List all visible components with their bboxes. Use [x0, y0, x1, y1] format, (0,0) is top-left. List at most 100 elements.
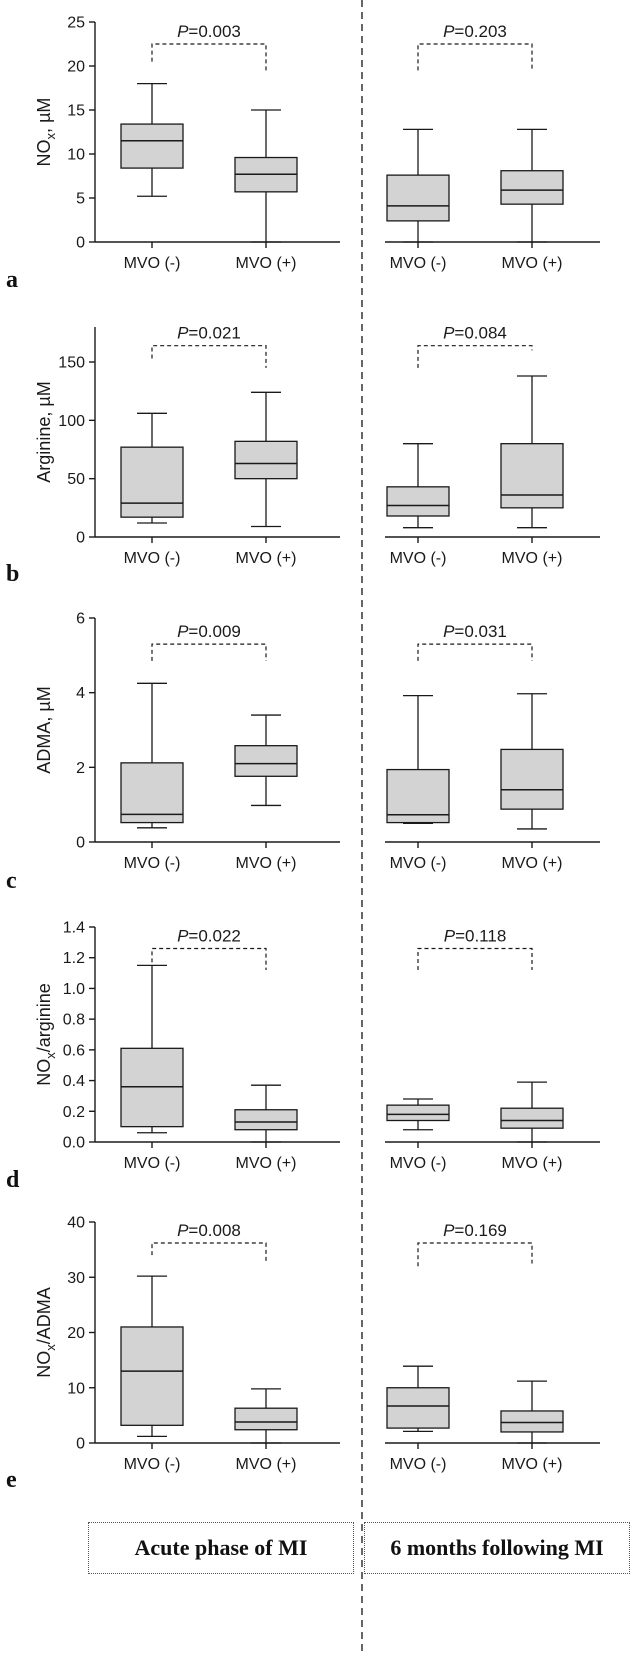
- panel-c-x-tick-label: MVO (-): [390, 855, 447, 872]
- pvalue-number: =0.008: [188, 1221, 240, 1240]
- panel-b-box-3: [386, 443, 450, 529]
- bracket-line: [151, 1242, 267, 1264]
- panel-d-y-tick-label: 1.0: [63, 981, 85, 998]
- panel-a-x-tick-label: MVO (+): [502, 255, 563, 272]
- panel-a-y-axis-label-main: NO: [34, 139, 54, 166]
- panel-a-x-tick-label: MVO (-): [390, 255, 447, 272]
- panel-d-y-tick-label: 0.8: [63, 1012, 85, 1029]
- iqr-box: [386, 768, 450, 824]
- iqr-box: [386, 486, 450, 517]
- panel-a-y-tick-label: 15: [67, 103, 85, 120]
- panel-a-x-tick-label: MVO (-): [124, 255, 181, 272]
- bracket-line: [417, 947, 533, 970]
- panel-e-y-tick-label: 30: [67, 1270, 85, 1287]
- panel-e-y-axis-label-main: NO: [34, 1351, 54, 1378]
- panel-e-y-tick-label: 0: [76, 1436, 85, 1453]
- panel-a-pvalue-bracket-2: P=0.203: [417, 22, 533, 71]
- panel-b-letter: b: [6, 561, 19, 587]
- bracket-line: [151, 345, 267, 368]
- bracket-line: [151, 43, 267, 71]
- panel-a-letter: a: [6, 267, 18, 293]
- pvalue-label: P=0.003: [177, 22, 241, 41]
- panel-c-y-tick-label: 0: [76, 835, 85, 852]
- panel-d-y-tick-label: 1.2: [63, 950, 85, 967]
- pvalue-number: =0.118: [455, 927, 506, 946]
- pvalue-number: =0.203: [454, 22, 506, 41]
- bracket-line: [417, 643, 533, 661]
- pvalue-label: P=0.203: [443, 22, 507, 41]
- bracket-line: [151, 947, 267, 970]
- panel-c-y-axis-label: ADMA, µM: [34, 686, 54, 773]
- panel-e-pvalue-bracket-1: P=0.008: [151, 1221, 267, 1264]
- panel-e-box-2: [234, 1388, 298, 1444]
- pvalue-label: P=0.084: [443, 324, 507, 343]
- panel-a-y-tick-label: 0: [76, 235, 85, 252]
- panel-e-y-axis-label-subscript: x: [43, 1344, 58, 1351]
- panel-b-y-tick-label: 150: [58, 355, 85, 372]
- panel-c-box-4: [500, 693, 564, 830]
- iqr-box: [234, 1109, 298, 1131]
- panel-d-y-tick-label: 0.4: [63, 1073, 85, 1090]
- panel-d-group: 0.0 0.2 0.4 0.6 0.8 1.0 1.2 1.4 NOx/arginine MVO …: [6, 920, 600, 1193]
- panel-e-y-tick-label: 20: [67, 1325, 85, 1342]
- panel-e-pvalue-bracket-2: P=0.169: [417, 1221, 533, 1267]
- bracket-line: [417, 43, 533, 71]
- panel-d-x-tick-label: MVO (+): [236, 1155, 297, 1172]
- pvalue-label: P=0.021: [177, 324, 241, 343]
- pvalue-italic-p: P: [177, 1221, 189, 1240]
- footer-acute-phase-label: Acute phase of MI: [134, 1535, 308, 1560]
- panel-d-y-tick-label: 0.6: [63, 1042, 85, 1059]
- panel-c-x-tick-label: MVO (-): [124, 855, 181, 872]
- panel-a-y-tick-label: 10: [67, 147, 85, 164]
- panel-c-y-axis-label-main: ADMA, µM: [34, 686, 54, 773]
- pvalue-number: =0.009: [188, 622, 240, 641]
- panel-b-box-4: [500, 375, 564, 529]
- panel-e-y-axis-label: NOx/ADMA: [34, 1287, 58, 1378]
- panel-a-box-1: [120, 82, 184, 197]
- pvalue-label: P=0.031: [443, 622, 507, 641]
- pvalue-number: =0.169: [454, 1221, 506, 1240]
- iqr-box: [120, 1047, 184, 1128]
- pvalue-number: =0.031: [454, 622, 506, 641]
- panel-c-x-tick-label: MVO (+): [236, 855, 297, 872]
- panel-d-y-axis-label: NOx/arginine: [34, 983, 58, 1086]
- panel-e-x-tick-label: MVO (+): [236, 1456, 297, 1473]
- panel-a-y-axis-label-subscript: x: [43, 132, 58, 139]
- panel-c-pvalue-bracket-2: P=0.031: [417, 622, 533, 661]
- panel-e-y-tick-label: 10: [67, 1380, 85, 1397]
- panel-b-x-tick-label: MVO (+): [502, 550, 563, 567]
- panel-c-pvalue-bracket-1: P=0.009: [151, 622, 267, 661]
- panel-a-y-axis-label: NOx, µM: [34, 98, 58, 167]
- panel-e-x-tick-label: MVO (-): [390, 1456, 447, 1473]
- panel-b-y-axis-label-main: Arginine, µM: [34, 381, 54, 482]
- iqr-box: [120, 123, 184, 169]
- pvalue-italic-p: P: [177, 927, 189, 946]
- panel-b-x-tick-label: MVO (-): [390, 550, 447, 567]
- bracket-line: [417, 345, 533, 368]
- panel-d-pvalue-bracket-2: P=0.118: [417, 927, 533, 970]
- pvalue-number: =0.003: [188, 22, 240, 41]
- panel-c-y-tick-label: 2: [76, 760, 85, 777]
- iqr-box: [386, 174, 450, 222]
- footer-six-months-box: 6 months following MI: [364, 1522, 630, 1574]
- panel-a-y-axis-label-rest: , µM: [34, 98, 54, 133]
- panel-c-y-tick-label: 6: [76, 611, 85, 628]
- panel-b-y-tick-label: 0: [76, 530, 85, 547]
- panel-e-box-1: [120, 1275, 184, 1438]
- panel-c-group: 0 2 4 6 ADMA, µM MVO (-) MVO (+) MVO (-) MVO (+)…: [6, 611, 600, 894]
- iqr-box: [500, 748, 564, 810]
- panel-e-y-tick-label: 40: [67, 1215, 85, 1232]
- panel-a-y-tick-label: 5: [76, 191, 85, 208]
- panel-a-y-tick-label: 25: [67, 15, 85, 32]
- panel-b-pvalue-bracket-1: P=0.021: [151, 324, 267, 368]
- pvalue-italic-p: P: [177, 22, 189, 41]
- bracket-line: [151, 643, 267, 661]
- pvalue-number: =0.084: [454, 324, 506, 343]
- panel-a-box-2: [234, 109, 298, 243]
- pvalue-label: P=0.009: [177, 622, 241, 641]
- pvalue-italic-p: P: [443, 324, 455, 343]
- pvalue-italic-p: P: [443, 1221, 455, 1240]
- panel-b-x-tick-label: MVO (+): [236, 550, 297, 567]
- iqr-box: [500, 1107, 564, 1129]
- panel-b-box-2: [234, 391, 298, 528]
